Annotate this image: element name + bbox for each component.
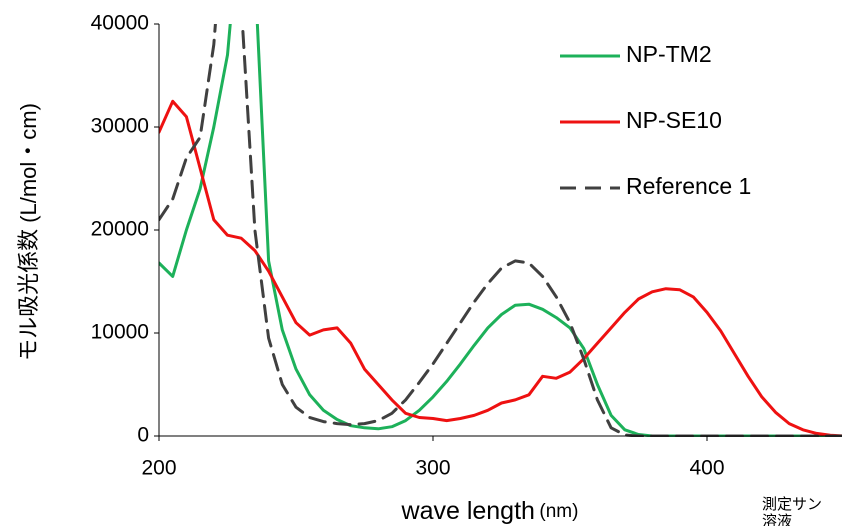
y-axis-label: モル吸光係数 (L/mol・cm) — [16, 103, 41, 361]
y-tick-label: 40000 — [91, 12, 149, 35]
plot-area — [159, 24, 842, 437]
x-tick-label: 200 — [141, 457, 176, 480]
data-line — [159, 24, 842, 437]
y-tick-label: 20000 — [91, 218, 149, 241]
y-tick-label: 30000 — [91, 115, 149, 138]
x-label-text: wave length — [401, 497, 535, 525]
x-axis-label: wave length (nm) — [401, 497, 579, 525]
x-tick-label: 400 — [689, 457, 724, 480]
data-line — [159, 99, 842, 437]
legend-label: NP-SE10 — [626, 107, 722, 133]
y-tick-label: 0 — [137, 424, 149, 447]
legend-label: Reference 1 — [626, 173, 751, 199]
x-unit: (nm) — [539, 501, 578, 522]
y-tick-label: 10000 — [91, 321, 149, 344]
data-line — [159, 24, 842, 437]
annotation: 測定サン — [762, 496, 822, 513]
legend-label: NP-TM2 — [626, 41, 712, 67]
x-tick-label: 300 — [415, 457, 450, 480]
annotation: 溶液 — [762, 513, 792, 526]
